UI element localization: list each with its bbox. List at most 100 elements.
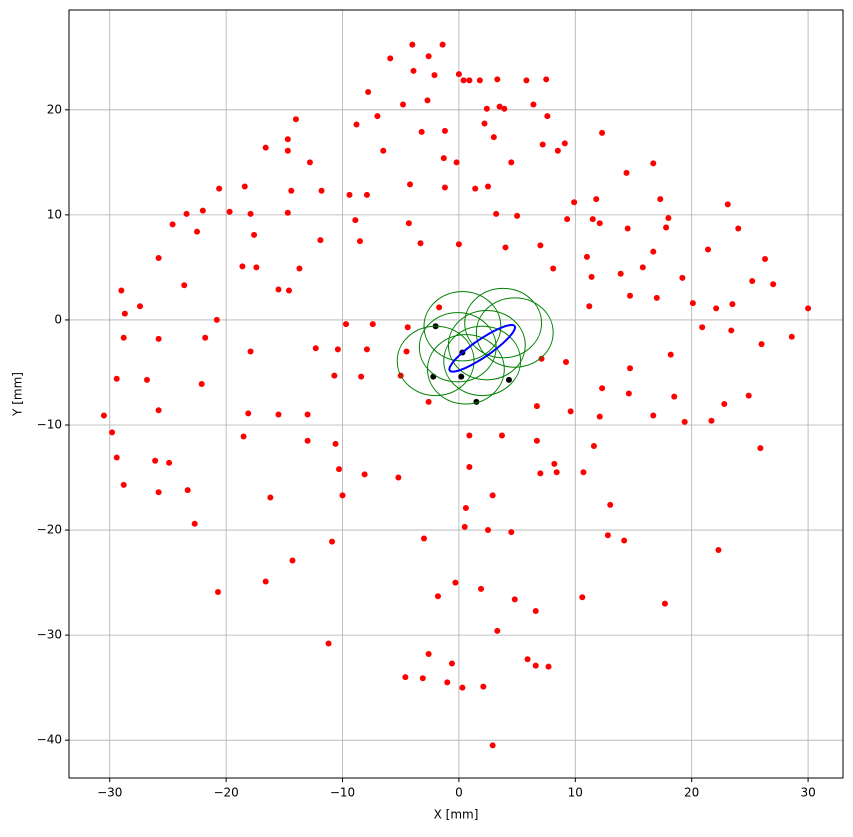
- point: [275, 411, 282, 418]
- point: [493, 210, 500, 217]
- circle-outline: [475, 297, 554, 368]
- point: [590, 443, 597, 450]
- y-axis-label: Y [mm]: [11, 372, 25, 417]
- point: [501, 105, 508, 112]
- point: [343, 321, 350, 328]
- point: [453, 159, 460, 166]
- point: [523, 77, 530, 84]
- point: [485, 527, 492, 534]
- point: [152, 457, 159, 464]
- point: [363, 191, 370, 198]
- point: [567, 408, 574, 415]
- point: [304, 411, 311, 418]
- point: [352, 217, 359, 224]
- point: [729, 301, 736, 308]
- point: [404, 324, 411, 331]
- point: [466, 464, 473, 471]
- point: [483, 105, 490, 112]
- point: [623, 169, 630, 176]
- point: [365, 88, 372, 95]
- point: [410, 67, 417, 74]
- point: [481, 120, 488, 127]
- y-tick-label: −40: [37, 733, 62, 747]
- point: [788, 333, 795, 340]
- point: [395, 474, 402, 481]
- point: [713, 305, 720, 312]
- point: [770, 281, 777, 288]
- point: [455, 71, 462, 78]
- point: [318, 187, 325, 194]
- point: [724, 201, 731, 208]
- point: [543, 76, 550, 83]
- point: [805, 305, 812, 312]
- circle-outline: [426, 334, 505, 405]
- point: [194, 228, 201, 235]
- point: [617, 270, 624, 277]
- point: [317, 237, 324, 244]
- point: [213, 316, 220, 323]
- point: [334, 346, 341, 353]
- point: [113, 454, 120, 461]
- point: [253, 264, 260, 271]
- point: [466, 432, 473, 439]
- point: [502, 244, 509, 251]
- point: [494, 76, 501, 83]
- point: [439, 41, 446, 48]
- point: [627, 365, 634, 372]
- point: [402, 674, 409, 681]
- point: [109, 429, 116, 436]
- point: [403, 348, 410, 355]
- y-tick-label: −10: [37, 417, 62, 431]
- y-tick-label: 10: [47, 207, 62, 221]
- point: [155, 407, 162, 414]
- point: [361, 471, 368, 478]
- point: [444, 679, 451, 686]
- point: [100, 412, 107, 419]
- x-tick-label: 10: [568, 786, 583, 800]
- point: [657, 196, 664, 203]
- point: [356, 238, 363, 245]
- point: [661, 600, 668, 607]
- point: [533, 437, 540, 444]
- point: [247, 348, 254, 355]
- point: [262, 578, 269, 585]
- point: [537, 242, 544, 249]
- point: [530, 101, 537, 108]
- point: [363, 346, 370, 353]
- point: [537, 470, 544, 477]
- point: [434, 593, 441, 600]
- point: [374, 113, 381, 120]
- point: [553, 469, 560, 476]
- point: [440, 155, 447, 162]
- circle-outline: [447, 309, 526, 381]
- plot-frame: [68, 9, 844, 779]
- point: [596, 413, 603, 420]
- point: [216, 185, 223, 192]
- point: [544, 113, 551, 120]
- point: [533, 403, 540, 410]
- x-tick-label: 30: [800, 786, 815, 800]
- point: [599, 385, 606, 392]
- circle-outline: [443, 325, 522, 397]
- point: [329, 538, 336, 545]
- point: [240, 433, 247, 440]
- point: [441, 127, 448, 134]
- point: [480, 683, 487, 690]
- point: [353, 121, 360, 128]
- point: [339, 492, 346, 499]
- point: [532, 662, 539, 669]
- point: [607, 501, 614, 508]
- point: [191, 520, 198, 527]
- point: [524, 656, 531, 663]
- point: [113, 375, 120, 382]
- x-tick-label: 20: [684, 786, 699, 800]
- point: [346, 191, 353, 198]
- point: [436, 304, 443, 311]
- point: [580, 469, 587, 476]
- point: [539, 141, 546, 148]
- point: [715, 547, 722, 554]
- point: [120, 481, 127, 488]
- point: [420, 535, 427, 542]
- point: [665, 215, 672, 222]
